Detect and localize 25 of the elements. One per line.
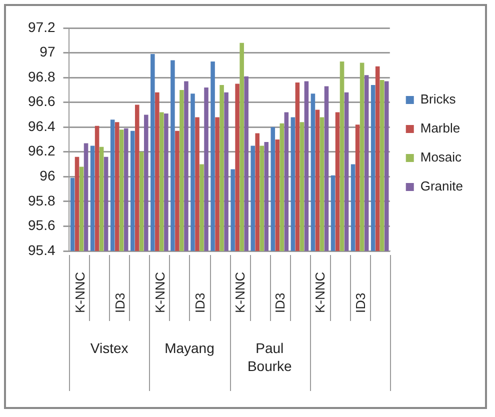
y-tick-label: 96 [40,168,56,184]
x-tick-label: K-NNC [152,272,168,313]
legend-label: Marble [420,120,460,136]
y-tick-label: 96.2 [28,142,56,159]
y-tick-label: 96.8 [28,68,56,84]
x-tick-label: K-NNC [312,272,328,313]
text: Vistex [90,340,128,356]
y-tick-label: 97.2 [28,18,56,35]
x-tick-label: K-NNC [232,272,248,313]
text: Mayang [164,340,214,356]
x-tick-label: ID3 [112,292,128,313]
legend-label: Granite [420,178,464,194]
y-tick-label: 95.6 [28,217,56,234]
y-tick-label: 95.8 [28,192,56,208]
text: Paul Bourke [247,340,292,374]
y-tick-label: 96.4 [28,118,56,134]
x-tick-label: ID3 [192,292,208,313]
y-tick-label: 97 [40,44,56,60]
x-tick-label: ID3 [352,292,368,313]
x-tick-label: K-NNC [72,272,88,313]
y-tick-label: 96.6 [28,93,56,110]
y-tick-label: 95.4 [28,242,56,258]
legend-label: Bricks [420,92,456,107]
x-tick-label: ID3 [272,292,288,313]
legend-label: Mosaic [420,150,462,165]
